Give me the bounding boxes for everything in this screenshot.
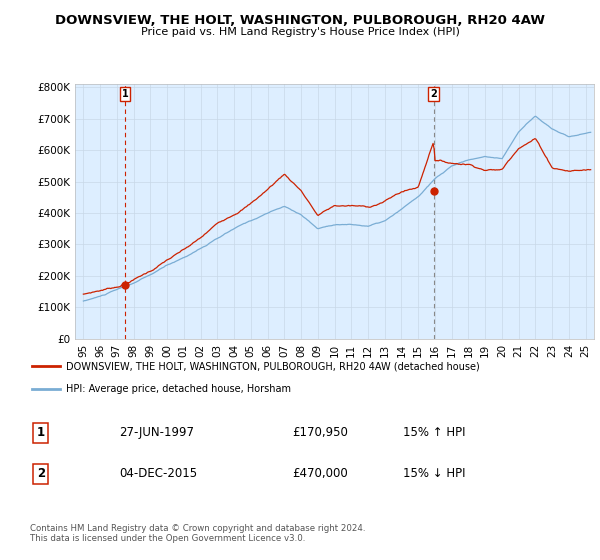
Text: 15% ↓ HPI: 15% ↓ HPI <box>403 467 466 480</box>
Text: 04-DEC-2015: 04-DEC-2015 <box>119 467 197 480</box>
Text: DOWNSVIEW, THE HOLT, WASHINGTON, PULBOROUGH, RH20 4AW: DOWNSVIEW, THE HOLT, WASHINGTON, PULBORO… <box>55 14 545 27</box>
Text: DOWNSVIEW, THE HOLT, WASHINGTON, PULBOROUGH, RH20 4AW (detached house): DOWNSVIEW, THE HOLT, WASHINGTON, PULBORO… <box>66 361 479 371</box>
Text: £170,950: £170,950 <box>292 426 348 440</box>
Text: 2: 2 <box>37 467 45 480</box>
Text: 27-JUN-1997: 27-JUN-1997 <box>119 426 194 440</box>
Text: 2: 2 <box>430 89 437 99</box>
Text: Price paid vs. HM Land Registry's House Price Index (HPI): Price paid vs. HM Land Registry's House … <box>140 27 460 38</box>
Text: HPI: Average price, detached house, Horsham: HPI: Average price, detached house, Hors… <box>66 384 291 394</box>
Text: 1: 1 <box>37 426 45 440</box>
Text: 1: 1 <box>122 89 128 99</box>
Text: Contains HM Land Registry data © Crown copyright and database right 2024.
This d: Contains HM Land Registry data © Crown c… <box>30 524 365 543</box>
Text: £470,000: £470,000 <box>292 467 347 480</box>
Text: 15% ↑ HPI: 15% ↑ HPI <box>403 426 466 440</box>
